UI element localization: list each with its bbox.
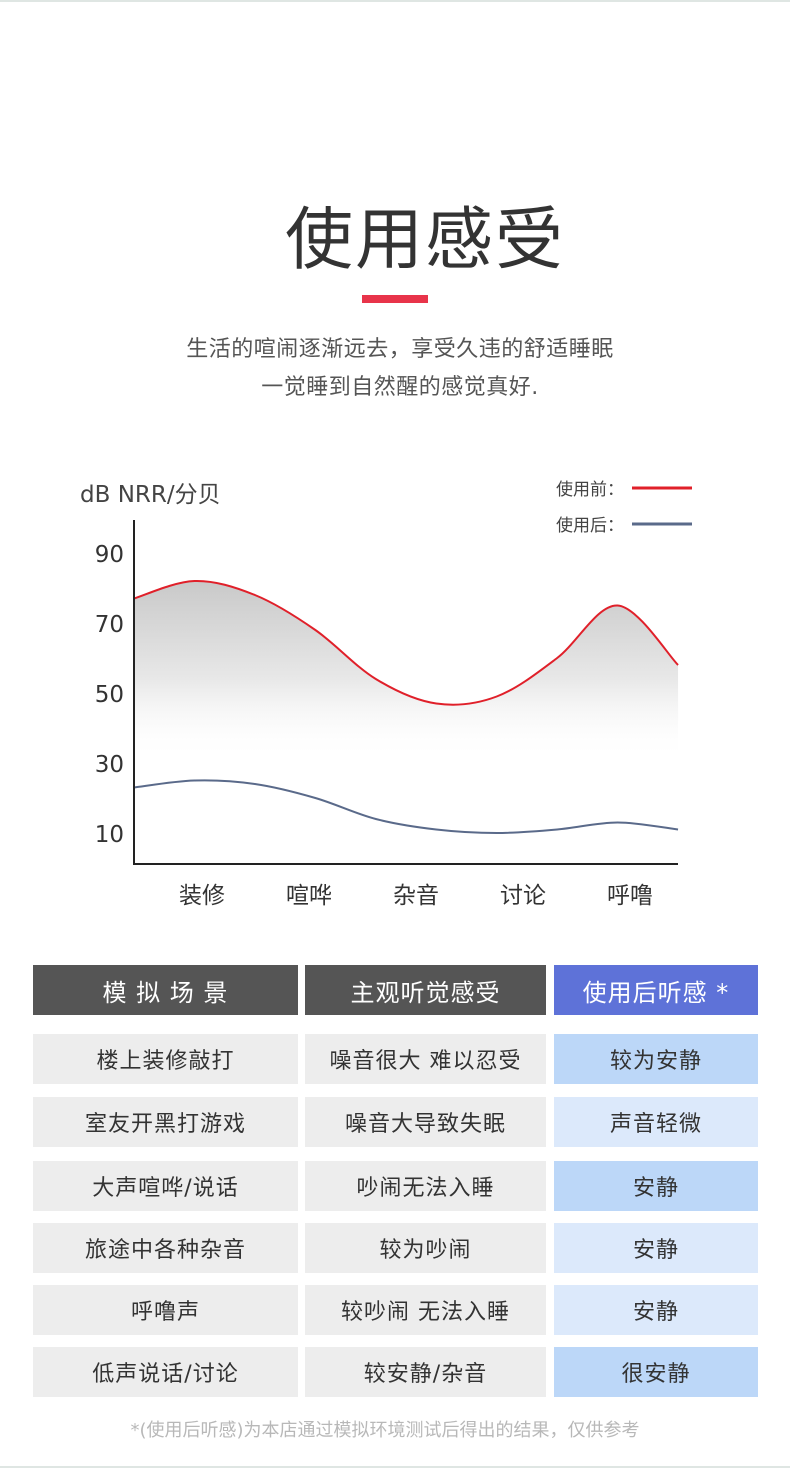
table-header-cell: 主观听觉感受 bbox=[305, 965, 546, 1015]
y-tick-label: 10 bbox=[95, 822, 124, 848]
legend-label: 使用后： bbox=[556, 515, 624, 536]
x-tick-label: 喧哗 bbox=[286, 883, 332, 909]
table-cell: 安静 bbox=[554, 1285, 758, 1335]
subtitle-line-2: 一觉睡到自然醒的感觉真好. bbox=[261, 375, 539, 400]
title-underline bbox=[362, 295, 428, 303]
after-series-line bbox=[133, 779, 679, 835]
legend-label: 使用前： bbox=[556, 479, 624, 500]
table-cell: 较安静/杂音 bbox=[305, 1347, 546, 1397]
table-cell: 安静 bbox=[554, 1223, 758, 1273]
before-series-area bbox=[134, 580, 679, 760]
footnote: *(使用后听感)为本店通过模拟环境测试后得出的结果，仅供参考 bbox=[130, 1420, 640, 1441]
x-tick-label: 讨论 bbox=[500, 883, 546, 909]
table-header-cell: 模 拟 场 景 bbox=[33, 965, 298, 1015]
y-tick-label: 30 bbox=[95, 752, 124, 778]
table-cell: 较为安静 bbox=[554, 1034, 758, 1084]
table-cell: 呼噜声 bbox=[33, 1285, 298, 1335]
table-cell: 安静 bbox=[554, 1161, 758, 1211]
noise-level-chart: dB NRR/分贝 使用前： 使用后： 90 70 50 30 10 装修 喧哗 杂音 讨论 呼噜 bbox=[80, 479, 692, 909]
y-tick-label: 50 bbox=[95, 682, 124, 708]
y-axis-label: dB NRR/分贝 bbox=[80, 482, 221, 508]
subtitle-line-1: 生活的喧闹逐渐远去，享受久违的舒适睡眠 bbox=[186, 337, 614, 362]
chart-axes bbox=[133, 520, 678, 865]
table-cell: 室友开黑打游戏 bbox=[33, 1097, 298, 1147]
x-tick-label: 杂音 bbox=[393, 883, 439, 909]
table-cell: 较吵闹 无法入睡 bbox=[305, 1285, 546, 1335]
table-cell: 旅途中各种杂音 bbox=[33, 1223, 298, 1273]
table-cell: 声音轻微 bbox=[554, 1097, 758, 1147]
table-cell: 较为吵闹 bbox=[305, 1223, 546, 1273]
table-header-cell: 使用后听感 * bbox=[554, 965, 758, 1015]
table-cell: 吵闹无法入睡 bbox=[305, 1161, 546, 1211]
x-tick-label: 装修 bbox=[179, 883, 225, 909]
table-cell: 楼上装修敲打 bbox=[33, 1034, 298, 1084]
table-cell: 大声喧哗/说话 bbox=[33, 1161, 298, 1211]
x-tick-label: 呼噜 bbox=[607, 883, 653, 909]
before-series-line bbox=[133, 579, 679, 706]
page-title: 使用感受 bbox=[284, 201, 565, 280]
y-tick-label: 70 bbox=[95, 612, 124, 638]
table-cell: 噪音大导致失眠 bbox=[305, 1097, 546, 1147]
table-cell: 低声说话/讨论 bbox=[33, 1347, 298, 1397]
bottom-divider bbox=[0, 1466, 790, 1468]
top-divider bbox=[0, 0, 790, 2]
y-tick-label: 90 bbox=[95, 542, 124, 568]
table-cell: 噪音很大 难以忍受 bbox=[305, 1034, 546, 1084]
table-cell: 很安静 bbox=[554, 1347, 758, 1397]
